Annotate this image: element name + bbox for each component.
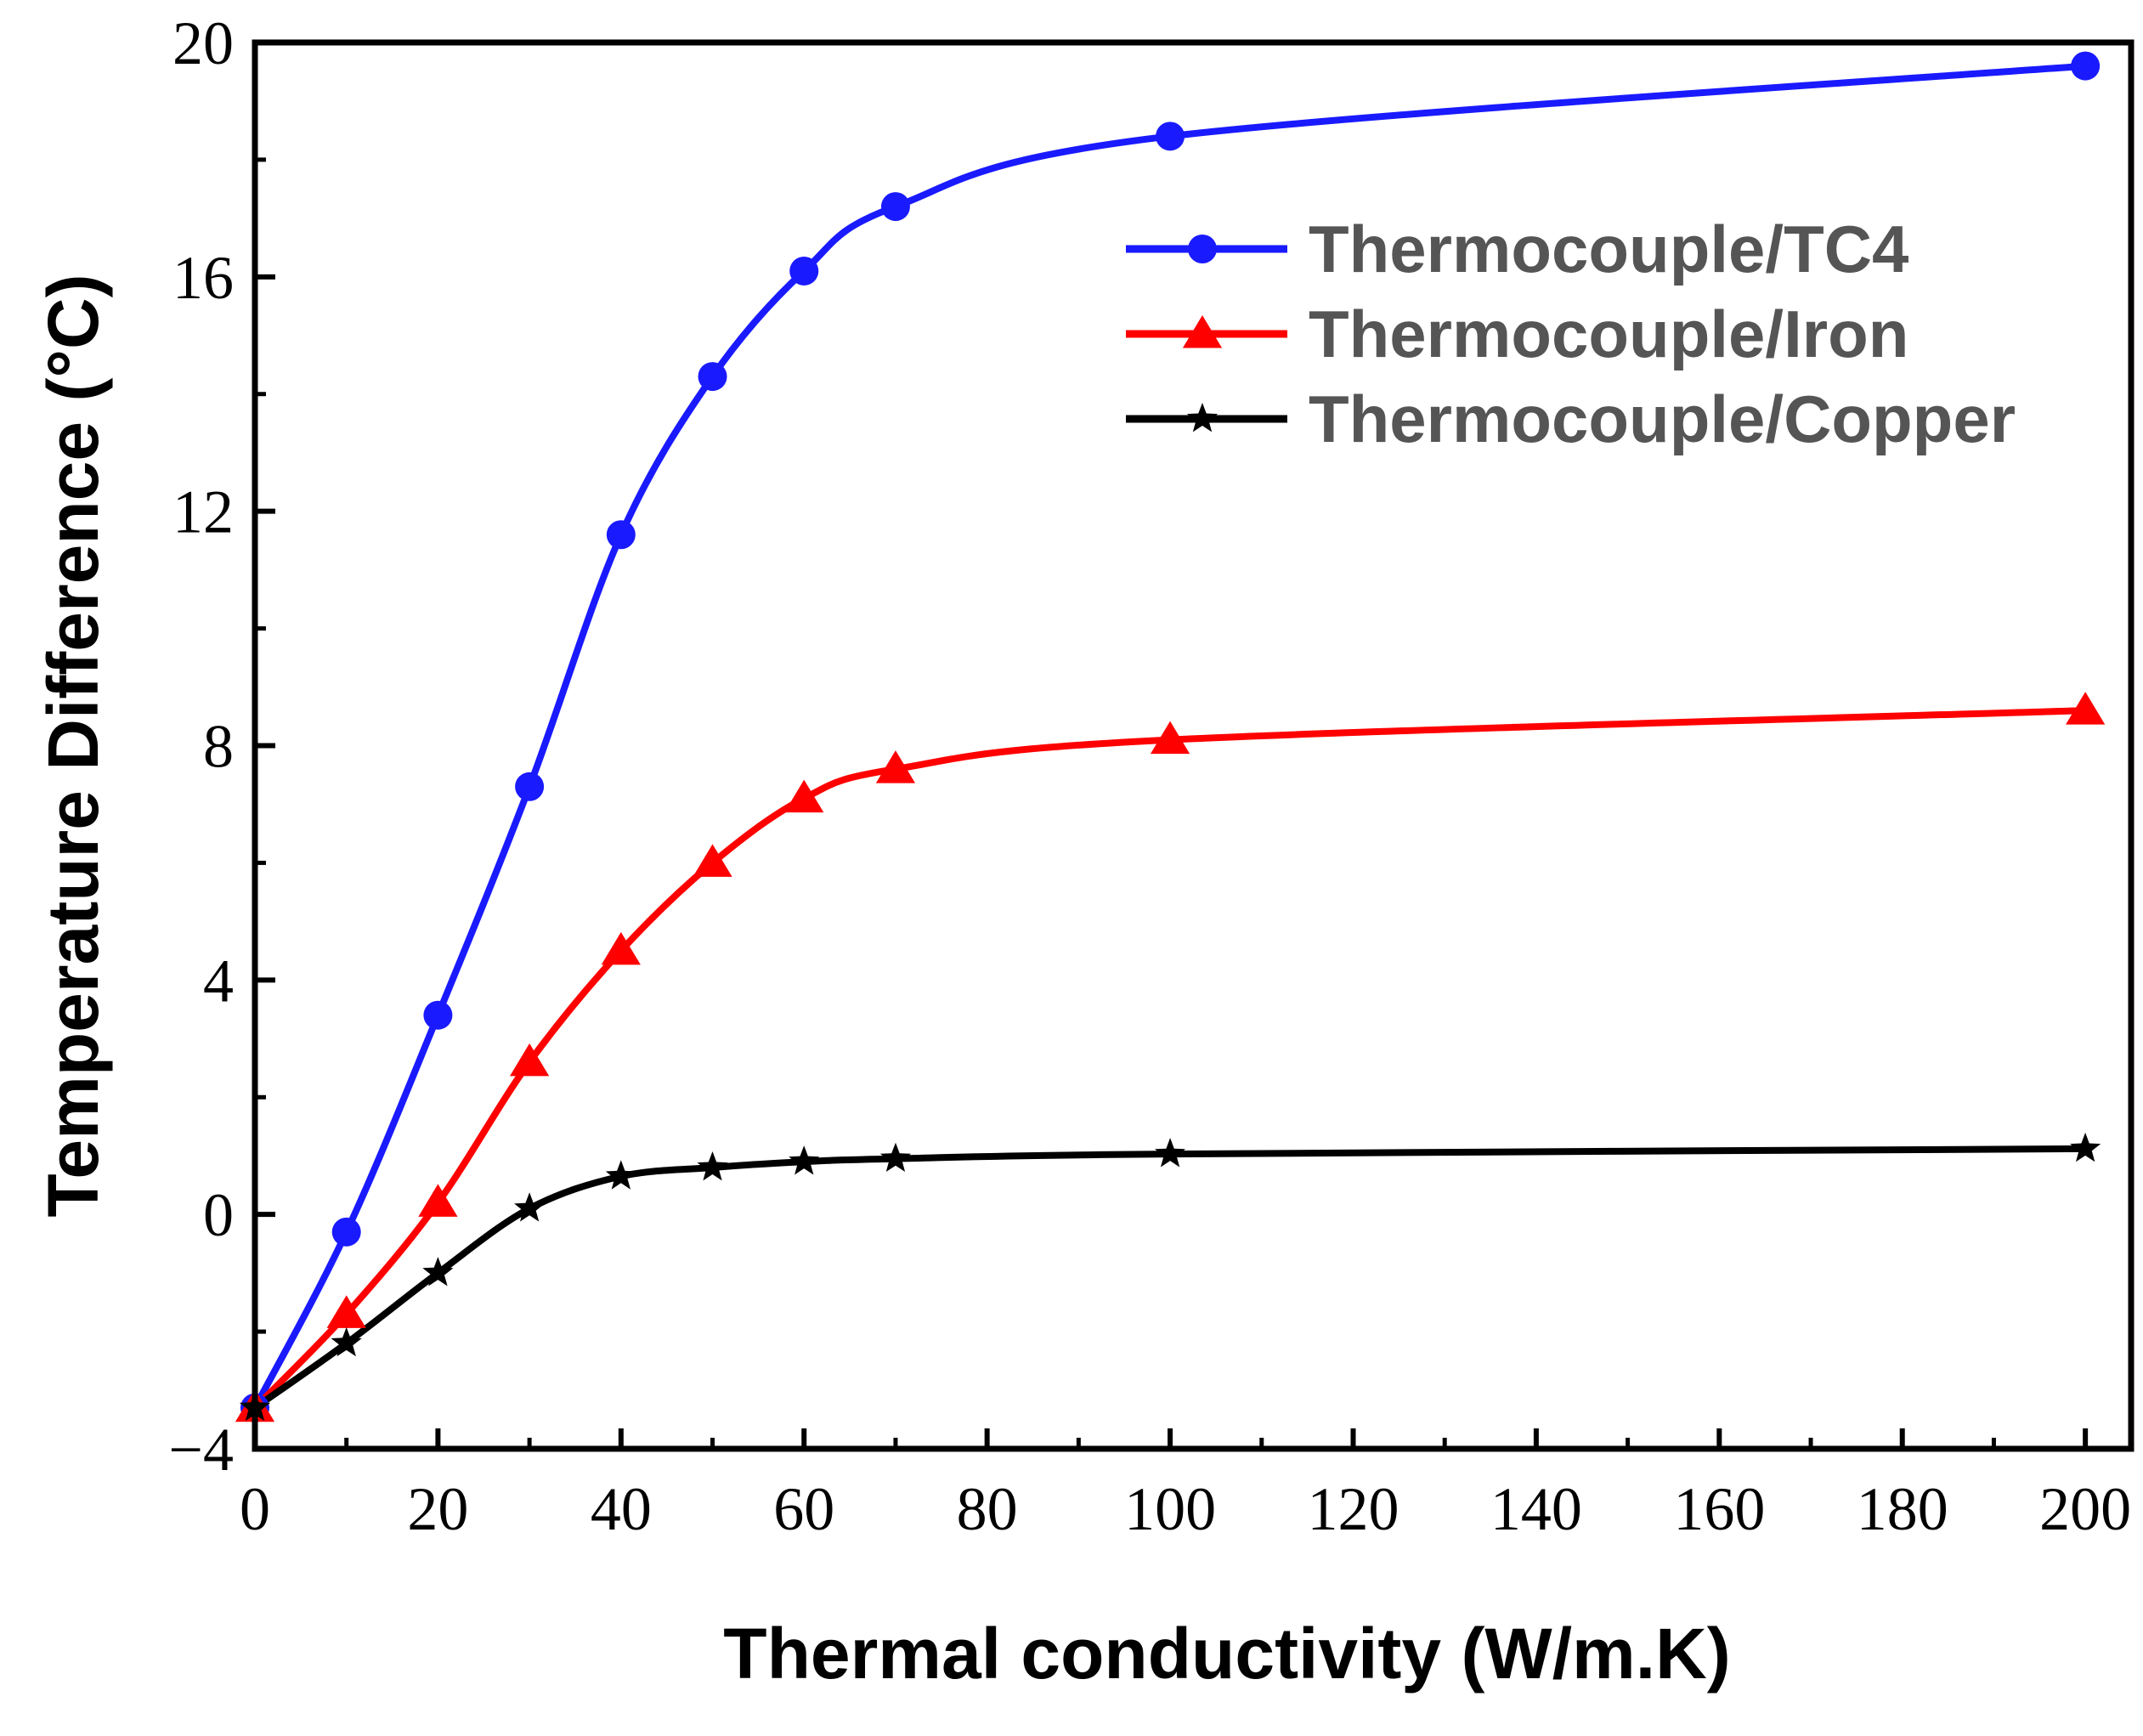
legend-label-3: Thermocouple/Copper [1309,382,2016,456]
data-point-series-3 [697,1151,728,1181]
data-point-series-3 [789,1145,820,1175]
series-markers-group [235,51,2106,1422]
y-tick-label: 0 [203,1181,234,1249]
data-point-series-2 [418,1184,458,1217]
data-point-series-2 [2066,692,2106,725]
series-line-2 [252,707,2086,1411]
x-tick-label: 140 [1490,1475,1582,1543]
y-tick-label: 20 [172,9,234,77]
x-tick-label: 40 [591,1475,652,1543]
y-tick-label: 8 [203,713,234,781]
data-point-series-1 [423,1000,453,1030]
series-line-3 [252,1145,2086,1411]
data-point-series-1 [515,772,545,801]
legend: Thermocouple/TC4 Thermocouple/Iron Thermoc… [1126,212,2016,456]
axis-ticks-group [252,40,2089,1451]
data-point-series-1 [880,192,910,222]
data-point-series-2 [693,844,732,877]
legend-marker-2 [1182,315,1223,348]
x-tick-label: 80 [957,1475,1018,1543]
legend-label-1: Thermocouple/TC4 [1309,212,1908,286]
data-point-series-1 [606,520,636,550]
data-point-series-2 [1150,721,1190,755]
x-axis-title: Thermal conductivity (W/m.K) [723,1614,1730,1694]
x-tick-label: 20 [407,1475,468,1543]
data-point-series-1 [698,362,727,392]
data-point-series-3 [879,1142,911,1172]
x-tick-label: 160 [1673,1475,1765,1543]
data-point-series-2 [601,931,641,965]
data-point-series-3 [2070,1132,2101,1162]
y-tick-label: 4 [203,947,234,1015]
series-lines-group [252,62,2086,1411]
y-axis-title: Temperature Difference (°C) [33,274,113,1217]
legend-label-2: Thermocouple/Iron [1309,297,1908,371]
data-point-series-3 [331,1326,362,1357]
x-tick-label: 200 [2039,1475,2131,1543]
legend-marker-1 [1188,235,1217,263]
data-point-series-1 [1156,122,1185,151]
y-tick-label: 16 [172,244,234,312]
data-point-series-3 [1155,1138,1186,1168]
data-point-series-2 [875,750,916,783]
data-point-series-3 [514,1192,546,1222]
x-tick-label: 120 [1307,1475,1399,1543]
data-point-series-2 [784,779,824,813]
series-line-1 [252,62,2086,1410]
data-point-series-1 [331,1217,361,1247]
x-tick-label: 100 [1124,1475,1216,1543]
y-tick-label: −4 [168,1416,234,1484]
data-point-series-2 [510,1043,550,1077]
x-tick-label: 0 [240,1475,270,1543]
data-point-series-3 [422,1257,454,1286]
y-tick-label: 12 [172,478,234,546]
data-point-series-2 [326,1295,366,1328]
data-point-series-1 [789,256,819,286]
data-point-series-1 [2071,51,2101,81]
x-tick-label: 60 [773,1475,834,1543]
x-tick-label: 180 [1857,1475,1948,1543]
data-point-series-3 [605,1160,636,1190]
legend-marker-3 [1186,403,1219,433]
